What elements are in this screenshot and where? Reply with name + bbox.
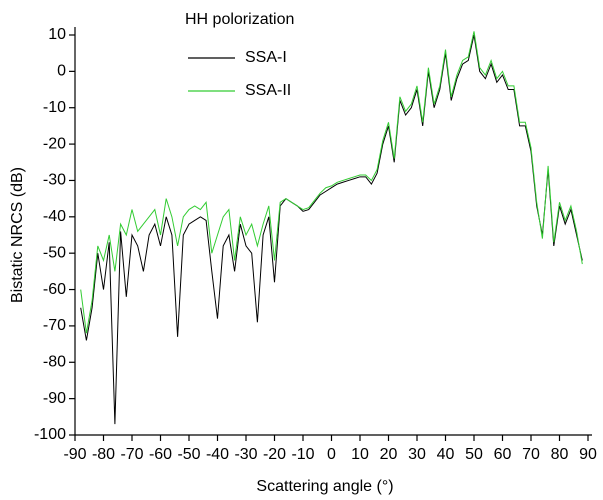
y-tick-label: -30 bbox=[43, 172, 66, 189]
x-tick-label: 60 bbox=[494, 446, 512, 463]
y-tick-label: -100 bbox=[34, 426, 66, 443]
x-tick-label: 90 bbox=[579, 446, 597, 463]
series-line bbox=[80, 34, 583, 425]
x-tick-label: 30 bbox=[408, 446, 426, 463]
y-tick-label: -10 bbox=[43, 99, 66, 116]
y-tick-label: -50 bbox=[43, 244, 66, 261]
chart-title: HH polorization bbox=[185, 11, 294, 28]
x-tick-label: -80 bbox=[92, 446, 115, 463]
x-tick-label: -50 bbox=[177, 446, 200, 463]
x-tick-label: 40 bbox=[437, 446, 455, 463]
legend-label: SSA-I bbox=[245, 49, 287, 66]
y-tick-label: -70 bbox=[43, 317, 66, 334]
x-tick-label: -70 bbox=[120, 446, 143, 463]
x-tick-label: 10 bbox=[351, 446, 369, 463]
x-axis-label: Scattering angle (°) bbox=[256, 478, 393, 495]
x-tick-label: -60 bbox=[149, 446, 172, 463]
y-tick-label: -20 bbox=[43, 135, 66, 152]
x-tick-label: 50 bbox=[465, 446, 483, 463]
series-line bbox=[80, 31, 583, 334]
y-tick-label: 0 bbox=[57, 63, 66, 80]
y-tick-label: -90 bbox=[43, 390, 66, 407]
y-axis-label: Bistatic NRCS (dB) bbox=[9, 167, 26, 303]
x-tick-label: -40 bbox=[206, 446, 229, 463]
y-tick-label: -40 bbox=[43, 208, 66, 225]
x-tick-label: -20 bbox=[263, 446, 286, 463]
y-tick-label: 10 bbox=[48, 26, 66, 43]
x-tick-label: 0 bbox=[327, 446, 336, 463]
x-tick-label: 20 bbox=[380, 446, 398, 463]
x-tick-label: -30 bbox=[234, 446, 257, 463]
x-tick-label: -10 bbox=[291, 446, 314, 463]
legend-label: SSA-II bbox=[245, 82, 291, 99]
x-tick-label: 70 bbox=[522, 446, 540, 463]
x-tick-label: 80 bbox=[551, 446, 569, 463]
y-tick-label: -80 bbox=[43, 353, 66, 370]
x-tick-label: -90 bbox=[63, 446, 86, 463]
y-tick-label: -60 bbox=[43, 281, 66, 298]
